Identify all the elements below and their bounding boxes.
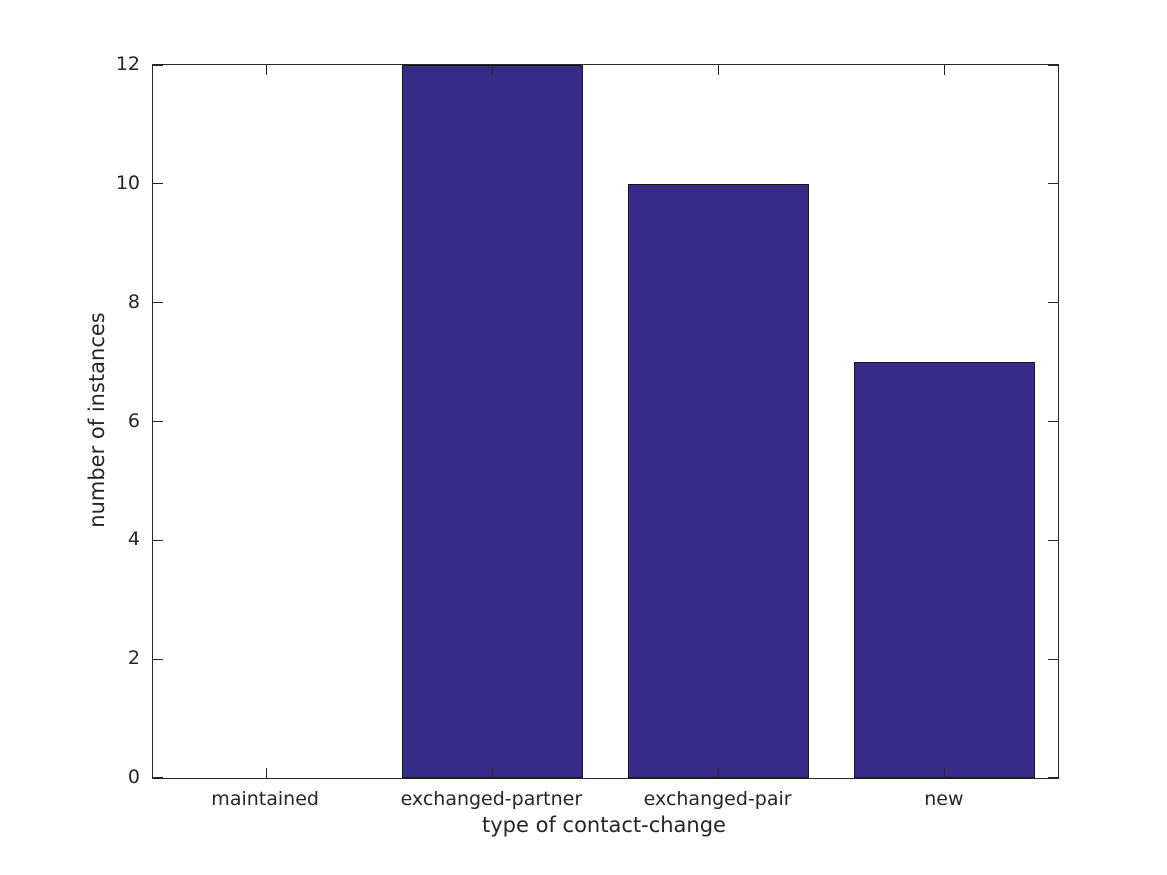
x-axis-label: type of contact-change (482, 813, 726, 837)
y-tick-left-2 (153, 658, 163, 660)
y-tick-right-0 (1048, 777, 1058, 778)
bar-exchanged-pair (628, 183, 810, 778)
x-tick-label-new: new (924, 788, 964, 810)
x-tick-top-exchanged-partner (491, 65, 493, 75)
y-tick-left-10 (153, 183, 163, 185)
y-tick-label-12: 12 (115, 53, 140, 75)
y-tick-left-8 (153, 302, 163, 304)
y-tick-right-8 (1048, 302, 1058, 304)
y-tick-right-6 (1048, 421, 1058, 422)
x-tick-top-maintained (265, 65, 267, 75)
x-tick-label-exchanged-pair: exchanged-pair (643, 788, 792, 810)
x-tick-bottom-exchanged-partner (491, 768, 493, 778)
y-tick-right-4 (1048, 539, 1058, 541)
y-tick-right-2 (1048, 658, 1058, 660)
bar-new (854, 362, 1036, 778)
y-tick-right-10 (1048, 183, 1058, 185)
x-tick-bottom-exchanged-pair (718, 768, 720, 778)
y-tick-label-10: 10 (115, 171, 140, 194)
x-tick-top-exchanged-pair (718, 65, 720, 75)
y-tick-label-4: 4 (127, 528, 140, 551)
y-tick-label-0: 0 (127, 766, 140, 788)
bar-exchanged-partner (401, 65, 583, 778)
x-tick-bottom-new (944, 768, 946, 778)
plot-area (152, 64, 1059, 779)
y-tick-label-8: 8 (127, 290, 140, 313)
x-tick-bottom-maintained (265, 768, 267, 778)
y-tick-left-12 (153, 65, 163, 66)
x-tick-top-new (944, 65, 946, 75)
y-tick-left-4 (153, 539, 163, 541)
y-tick-left-6 (153, 421, 163, 422)
y-tick-label-6: 6 (127, 409, 140, 432)
x-tick-label-exchanged-partner: exchanged-partner (400, 788, 583, 810)
x-tick-label-maintained: maintained (211, 788, 319, 810)
y-tick-right-12 (1048, 65, 1058, 66)
y-tick-label-2: 2 (127, 647, 140, 670)
y-tick-left-0 (153, 777, 163, 778)
